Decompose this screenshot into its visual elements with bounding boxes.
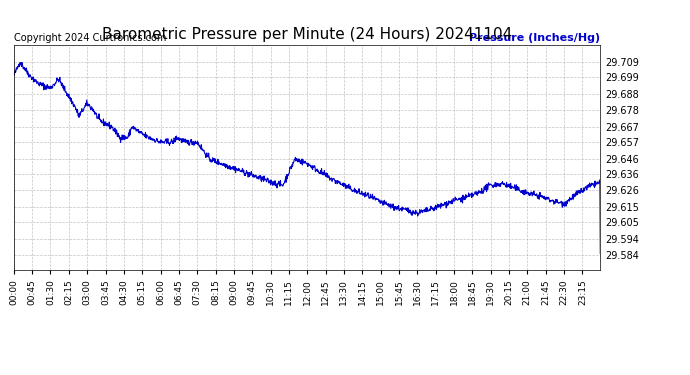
Title: Barometric Pressure per Minute (24 Hours) 20241104: Barometric Pressure per Minute (24 Hours… bbox=[102, 27, 512, 42]
Text: Copyright 2024 Curtronics.com: Copyright 2024 Curtronics.com bbox=[14, 33, 166, 43]
Text: Pressure (Inches/Hg): Pressure (Inches/Hg) bbox=[469, 33, 600, 43]
